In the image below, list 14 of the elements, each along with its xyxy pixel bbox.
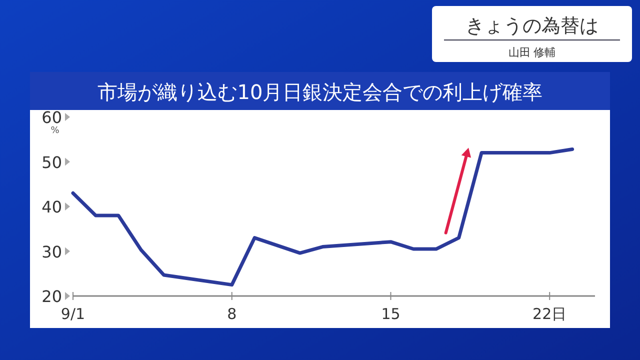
x-tick-label: 15 xyxy=(381,305,400,323)
text: 山田 修輔 xyxy=(508,46,556,59)
y-axis-title: % xyxy=(50,126,60,136)
x-tick-label: 22日 xyxy=(532,305,567,323)
y-tick-label: 20 xyxy=(42,287,62,306)
y-tick-label: 40 xyxy=(42,198,62,216)
x-tick-label: 9/1 xyxy=(60,305,86,323)
x-tick-label: 8 xyxy=(227,305,237,323)
y-tick-label: 30 xyxy=(42,242,62,262)
y-tick-label: 60 xyxy=(42,108,62,127)
text: きょうの為替は xyxy=(466,15,598,37)
y-tick-label: 50 xyxy=(42,152,62,172)
chart-title: 市場が織り込む10月日銀決定会合での利上げ確率 xyxy=(97,80,543,104)
line-series xyxy=(71,147,574,287)
